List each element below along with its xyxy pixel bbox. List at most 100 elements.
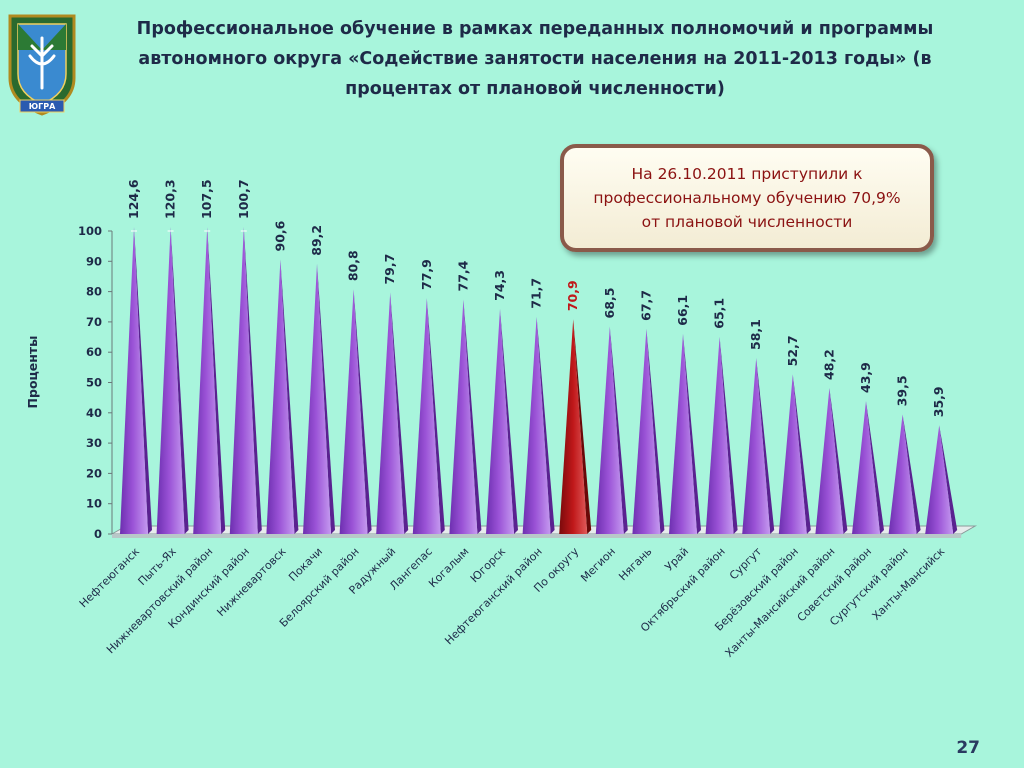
y-tick-label: 20 — [86, 466, 102, 480]
y-tick-label: 40 — [86, 406, 102, 420]
x-tick-label: Нягань — [616, 545, 654, 583]
bar-pyramid — [266, 259, 299, 534]
bar-side — [829, 387, 848, 534]
bar-side — [573, 319, 592, 534]
emblem-label: ЮГРА — [29, 102, 56, 111]
bar-pyramid — [815, 387, 848, 534]
bar-side — [134, 227, 152, 534]
bar-pyramid — [632, 328, 665, 534]
bar-side — [500, 308, 518, 534]
bar-pyramid — [156, 227, 189, 534]
data-label: 80,8 — [346, 250, 361, 281]
bar-pyramid — [522, 316, 555, 534]
bar-pyramid — [778, 374, 811, 534]
data-label: 100,7 — [236, 179, 251, 219]
y-tick-label: 50 — [86, 376, 102, 390]
bar-front — [559, 319, 588, 534]
bar-front — [888, 414, 917, 534]
y-tick-label: 30 — [86, 436, 102, 450]
data-label: 66,1 — [675, 295, 690, 326]
bar-front — [376, 292, 405, 534]
y-tick-label: 60 — [86, 345, 102, 359]
bar-front — [193, 227, 222, 534]
x-tick-label: Когалым — [426, 545, 471, 590]
bar-front — [705, 336, 734, 534]
bar-pyramid — [376, 292, 409, 534]
bar-pyramid — [120, 227, 152, 534]
bar-pyramid — [888, 414, 921, 534]
data-label: 71,7 — [529, 278, 544, 309]
data-label: 67,7 — [638, 290, 653, 321]
bar-pyramid — [229, 227, 262, 534]
bar-front — [595, 326, 624, 534]
page-title: Профессиональное обучение в рамках перед… — [136, 19, 934, 99]
y-tick-label: 80 — [86, 285, 102, 299]
x-tick-label: Нижневартовск — [214, 545, 288, 619]
bar-front — [522, 316, 551, 534]
y-tick-label: 90 — [86, 254, 102, 268]
y-axis-title: Проценты — [25, 336, 40, 409]
y-tick-label: 70 — [86, 315, 102, 329]
data-label: 43,9 — [858, 362, 873, 393]
data-label: 35,9 — [931, 386, 946, 417]
bar-side — [280, 259, 299, 534]
data-label: 48,2 — [821, 349, 836, 380]
data-label: 77,9 — [419, 259, 434, 290]
bar-pyramid — [193, 227, 226, 534]
data-label: 77,4 — [455, 260, 470, 291]
bar-side — [536, 316, 555, 534]
bar-side — [939, 425, 958, 534]
bar-highlight — [559, 319, 592, 534]
bar-side — [207, 227, 226, 534]
bar-front — [925, 425, 954, 534]
bar-front — [815, 387, 844, 534]
data-label: 70,9 — [565, 280, 580, 311]
bar-front — [266, 259, 295, 534]
bar-pyramid — [742, 357, 775, 534]
bar-front — [449, 299, 478, 534]
x-tick-label: Ханты-Мансийск — [870, 545, 948, 623]
bar-side — [902, 414, 921, 534]
callout-line-2: профессиональному обучению 70,9% — [593, 189, 901, 207]
x-tick-label: Урай — [662, 545, 691, 574]
bar-side — [353, 289, 372, 534]
data-label: 90,6 — [272, 220, 287, 251]
bar-side — [719, 336, 738, 534]
bar-side — [463, 299, 482, 534]
data-label: 89,2 — [309, 225, 324, 256]
bar-side — [866, 400, 884, 534]
bar-front — [412, 297, 441, 534]
bar-front — [852, 400, 880, 534]
bar-pyramid — [339, 289, 372, 534]
data-label: 74,3 — [492, 270, 507, 301]
page-number: 27 — [956, 738, 980, 758]
x-tick-label: Нефтеюганск — [77, 545, 143, 611]
callout-line-1: На 26.10.2011 приступили к — [631, 165, 863, 183]
bar-front — [778, 374, 807, 534]
y-tick-label: 100 — [78, 224, 102, 238]
bar-front — [742, 357, 771, 534]
chart-floor-edge — [112, 534, 962, 538]
bar-side — [426, 297, 445, 534]
bar-pyramid — [925, 425, 958, 534]
bar-pyramid — [705, 336, 738, 534]
bar-side — [170, 227, 189, 534]
bar-pyramid — [449, 299, 482, 534]
bar-side — [317, 263, 335, 534]
bar-side — [390, 292, 409, 534]
bar-pyramid — [412, 297, 445, 534]
bar-front — [303, 263, 331, 534]
data-label: 79,7 — [382, 254, 397, 285]
bar-pyramid — [852, 400, 884, 534]
data-label: 65,1 — [712, 298, 727, 329]
bar-side — [792, 374, 811, 534]
bar-front — [120, 227, 148, 534]
bar-side — [756, 357, 775, 534]
bar-side — [683, 333, 701, 534]
bar-side — [646, 328, 665, 534]
bar-side — [243, 227, 262, 534]
bar-front — [229, 227, 258, 534]
bar-front — [669, 333, 697, 534]
data-label: 39,5 — [895, 375, 910, 406]
